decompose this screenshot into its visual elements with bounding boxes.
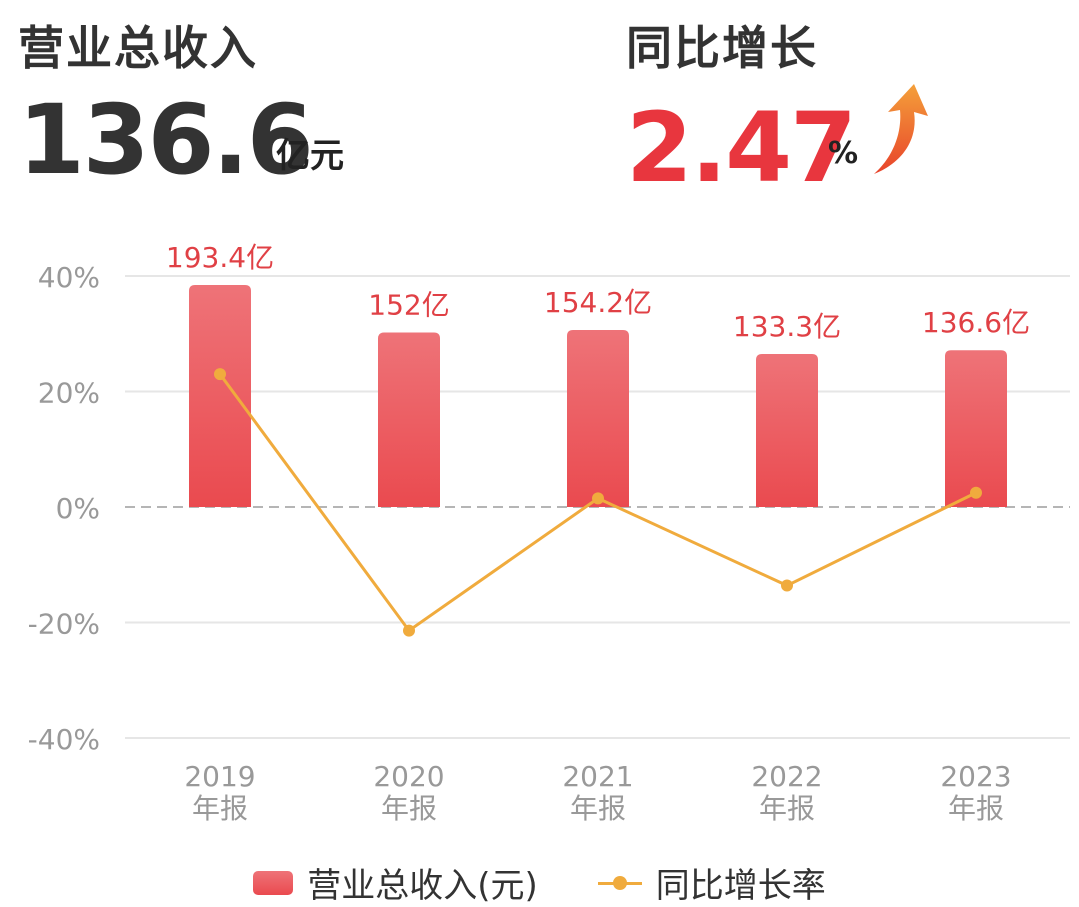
y-tick-label: 0%	[56, 492, 100, 525]
legend-item-growth[interactable]: 同比增长率	[597, 858, 826, 907]
revenue-growth-chart: 40% 20% 0% -20% -40% 193.4亿 2019 年报 152亿 2020 年报 15…	[28, 241, 1070, 825]
growth-point[interactable]	[214, 368, 226, 381]
legend-swatch-revenue	[253, 870, 294, 895]
legend-item-revenue[interactable]: 营业总收入(元)	[253, 858, 538, 907]
growth-point[interactable]	[592, 492, 604, 505]
y-tick-label: 40%	[38, 261, 100, 294]
growth-point[interactable]	[781, 579, 793, 592]
revenue-unit: 亿元	[276, 136, 344, 176]
growth-unit: %	[828, 136, 859, 171]
arrow-up-icon	[874, 84, 928, 174]
revenue-title: 营业总收入	[18, 21, 258, 75]
bar-revenue[interactable]	[756, 353, 818, 507]
bar-revenue[interactable]	[945, 350, 1007, 507]
revenue-value: 136.6	[18, 84, 314, 196]
growth-value: 2.47	[626, 92, 857, 204]
growth-point[interactable]	[403, 624, 415, 637]
y-tick-label: -20%	[28, 608, 100, 641]
legend-label-revenue: 营业总收入(元)	[307, 866, 538, 906]
bar-revenue[interactable]	[567, 329, 629, 507]
bar-value-label: 154.2亿	[544, 286, 652, 319]
bar-value-label: 136.6亿	[922, 306, 1030, 339]
bar-revenue[interactable]	[378, 332, 440, 507]
legend-label-growth: 同比增长率	[655, 866, 826, 906]
growth-point[interactable]	[970, 486, 982, 499]
chart-legend: 营业总收入(元) 同比增长率	[0, 858, 1079, 907]
bar-value-label: 152亿	[368, 289, 449, 322]
x-tick-label: 2023 年报	[940, 760, 1011, 825]
legend-swatch-growth	[597, 871, 642, 895]
x-tick-label: 2020 年报	[373, 760, 444, 825]
x-tick-label: 2019 年报	[184, 760, 255, 825]
y-tick-label: 20%	[38, 377, 100, 410]
y-tick-label: -40%	[28, 723, 100, 756]
bar-value-label: 193.4亿	[166, 241, 274, 274]
bar-value-label: 133.3亿	[733, 310, 841, 343]
bar-revenue[interactable]	[189, 285, 251, 507]
x-tick-label: 2021 年报	[562, 760, 633, 825]
growth-title: 同比增长	[626, 21, 818, 75]
x-tick-label: 2022 年报	[751, 760, 822, 825]
